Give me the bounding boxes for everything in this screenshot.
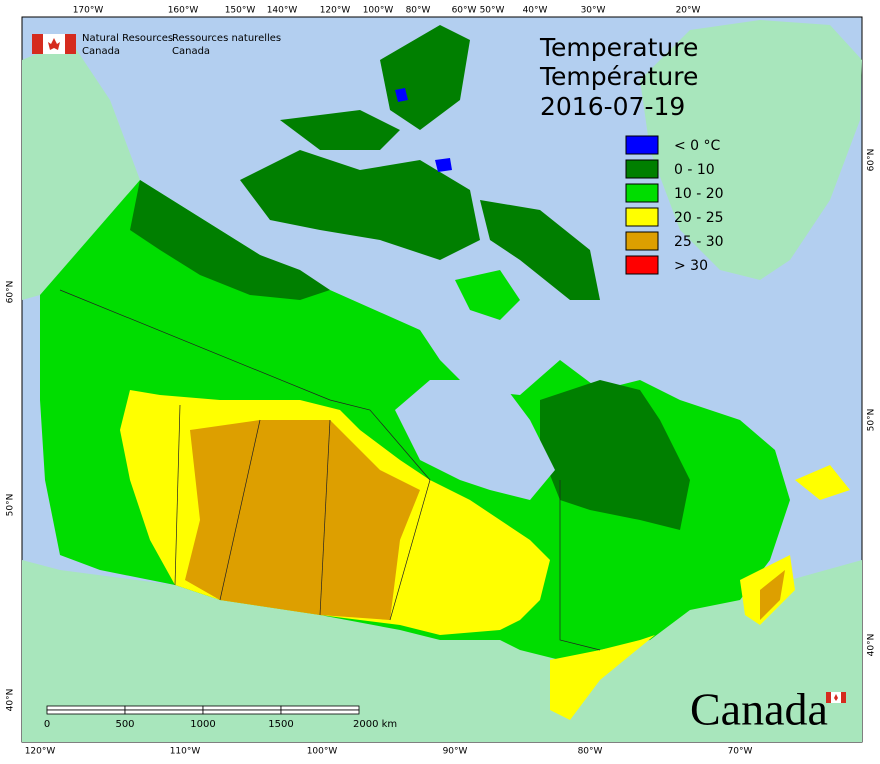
agency-en: Natural Resources: [82, 33, 173, 44]
longitude-label: 30°W: [581, 6, 606, 16]
agency-en: Canada: [82, 46, 120, 57]
flag-bar: [32, 34, 43, 54]
agency-fr: Canada: [172, 46, 210, 57]
longitude-label: 100°W: [363, 6, 394, 16]
scale-segment: [124, 705, 204, 711]
legend-swatch: [625, 159, 659, 179]
longitude-label: 140°W: [267, 6, 298, 16]
legend-label: > 30: [674, 258, 708, 274]
longitude-label: 80°W: [406, 6, 431, 16]
latitude-label: 60°N: [6, 281, 16, 304]
scale-segment: [46, 709, 126, 715]
longitude-label: 70°W: [728, 747, 753, 757]
longitude-label: 110°W: [170, 747, 201, 757]
title: Temperature: [539, 33, 698, 62]
scale-label: 1500: [268, 719, 293, 730]
scale-segment: [46, 705, 126, 711]
legend-swatch: [625, 135, 659, 155]
date: 2016-07-19: [540, 92, 685, 121]
canada-land: [40, 25, 850, 720]
legend-label: 0 - 10: [674, 162, 715, 178]
scale-segment: [202, 709, 282, 715]
legend-label: 25 - 30: [674, 234, 724, 250]
scale-segment: [280, 705, 360, 711]
legend-swatch: [625, 231, 659, 251]
latitude-label: 50°N: [867, 409, 877, 432]
longitude-label: 20°W: [676, 6, 701, 16]
scale-segment: [280, 709, 360, 715]
land-outside: [22, 20, 862, 742]
latitude-label: 60°N: [867, 149, 877, 172]
scale-label: 0: [44, 719, 50, 730]
legend-label: < 0 °C: [674, 138, 721, 154]
title: Température: [539, 62, 698, 91]
longitude-label: 90°W: [443, 747, 468, 757]
legend-swatch: [625, 207, 659, 227]
agency-fr: Ressources naturelles: [172, 33, 281, 44]
legend-label: 10 - 20: [674, 186, 724, 202]
scale-label: 2000 km: [353, 719, 397, 730]
scale-label: 1000: [190, 719, 215, 730]
longitude-label: 170°W: [73, 6, 104, 16]
longitude-label: 100°W: [307, 747, 338, 757]
nrcan-signature: [32, 34, 76, 54]
scale-segment: [202, 705, 282, 711]
longitude-label: 150°W: [225, 6, 256, 16]
latitude-label: 40°N: [867, 634, 877, 657]
longitude-label: 120°W: [320, 6, 351, 16]
flag-leaf: [48, 38, 60, 50]
legend-swatch: [625, 183, 659, 203]
wordmark: Canada: [690, 684, 828, 735]
longitude-label: 60°W: [452, 6, 477, 16]
province-borders: [59, 289, 601, 651]
wordmark-flag: [826, 692, 846, 703]
legend-label: 20 - 25: [674, 210, 724, 226]
flag-bar: [65, 34, 76, 54]
legend-swatch: [625, 255, 659, 275]
longitude-label: 160°W: [168, 6, 199, 16]
longitude-label: 50°W: [480, 6, 505, 16]
latitude-label: 50°N: [6, 494, 16, 517]
scale-segment: [124, 709, 204, 715]
longitude-label: 120°W: [25, 747, 56, 757]
scale-label: 500: [115, 719, 134, 730]
longitude-label: 40°W: [523, 6, 548, 16]
latitude-label: 40°N: [6, 689, 16, 712]
longitude-label: 80°W: [578, 747, 603, 757]
